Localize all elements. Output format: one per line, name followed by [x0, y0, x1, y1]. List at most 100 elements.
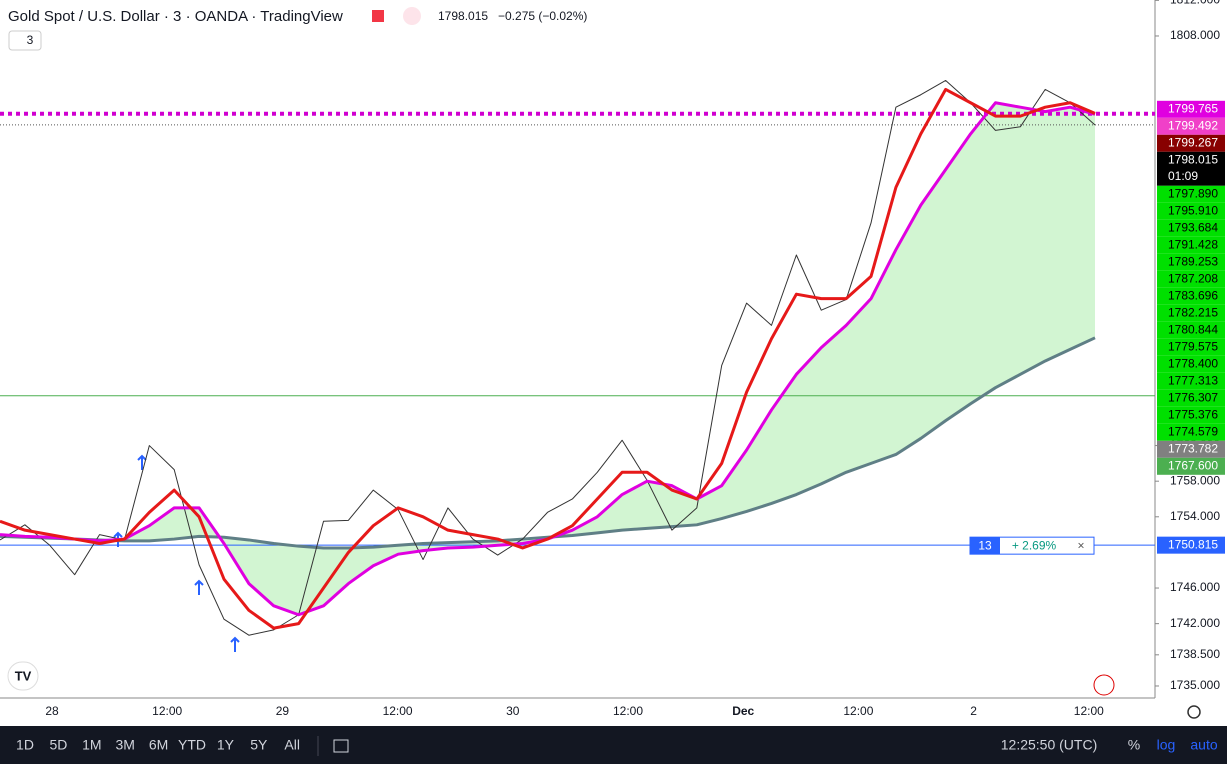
price-tag	[1157, 321, 1225, 339]
settings-icon[interactable]	[1187, 705, 1201, 719]
range-button[interactable]: 1D	[16, 737, 34, 753]
symbol-title: Gold Spot / U.S. Dollar · 3 · OANDA · Tr…	[8, 8, 343, 25]
interval-label: 3	[27, 33, 34, 47]
compare-icon[interactable]	[403, 7, 421, 25]
price-tag-label: 1750.815	[1168, 537, 1218, 551]
range-button[interactable]: 5D	[49, 737, 67, 753]
x-tick-label: 12:00	[152, 704, 182, 718]
bottom-toolbar	[0, 726, 1227, 764]
y-tick-label: 1812.000	[1170, 0, 1220, 7]
x-tick-label: 12:00	[1074, 704, 1104, 718]
price-tag	[1157, 423, 1225, 441]
price-tag	[1157, 536, 1225, 554]
price-tag	[1157, 185, 1225, 203]
price-tag-label: 1793.684	[1168, 220, 1218, 234]
price-tag	[1157, 440, 1225, 458]
y-tick-label: 1758.000	[1170, 473, 1220, 487]
x-tick-label: 12:00	[383, 704, 413, 718]
y-tick-label: 1742.000	[1170, 616, 1220, 630]
x-tick-label: 30	[506, 704, 520, 718]
x-tick-label: 2	[970, 704, 977, 718]
price-tag-label: 1767.600	[1168, 458, 1218, 472]
price-tag-label: 1775.376	[1168, 407, 1218, 421]
price-tag-label: 1783.696	[1168, 288, 1218, 302]
y-tick-label: 1808.000	[1170, 28, 1220, 42]
price-tag	[1157, 389, 1225, 407]
price-tag-label: 1778.400	[1168, 356, 1218, 370]
price-tag	[1157, 100, 1225, 118]
date-range-icon[interactable]	[333, 739, 349, 753]
price-tag	[1157, 270, 1225, 288]
x-tick-label: Dec	[732, 704, 754, 718]
range-button[interactable]: All	[284, 737, 300, 753]
y-tick-label: 1735.000	[1170, 678, 1220, 692]
flag-icon[interactable]	[372, 10, 384, 22]
last-price: 1798.015	[438, 9, 488, 23]
interval-button[interactable]	[8, 30, 42, 51]
price-tag-label: 1798.015	[1168, 152, 1218, 166]
auto-toggle[interactable]: auto	[1190, 737, 1217, 753]
price-tag-label: 1797.890	[1168, 186, 1218, 200]
price-tag-label: 1799.492	[1168, 118, 1218, 132]
position-change: + 2.69%	[1012, 538, 1057, 552]
x-tick-label: 28	[45, 704, 59, 718]
series-line	[0, 87, 1096, 630]
position-close[interactable]: ×	[1077, 538, 1084, 552]
price-tag	[1157, 406, 1225, 424]
percent-toggle[interactable]: %	[1128, 737, 1140, 753]
y-tick-label: 1738.500	[1170, 647, 1220, 661]
price-tag	[1157, 457, 1225, 475]
price-tag	[1157, 304, 1225, 322]
price-tag	[1157, 287, 1225, 305]
signal-arrows	[113, 454, 240, 652]
price-tag-label: 1774.579	[1168, 424, 1218, 438]
y-tick-label: 1746.000	[1170, 580, 1220, 594]
range-button[interactable]: 5Y	[250, 737, 268, 753]
range-button[interactable]: 3M	[115, 737, 134, 753]
series-line	[0, 79, 1096, 636]
range-button[interactable]: 6M	[149, 737, 168, 753]
range-button[interactable]: 1Y	[217, 737, 235, 753]
price-tag	[1157, 202, 1225, 220]
ma-ribbon	[0, 102, 1095, 615]
price-tag-countdown: 01:09	[1168, 169, 1198, 183]
price-tag-label: 1791.428	[1168, 237, 1218, 251]
log-toggle[interactable]: log	[1157, 737, 1176, 753]
range-button[interactable]: 1M	[82, 737, 101, 753]
price-tag-label: 1779.575	[1168, 339, 1218, 353]
price-tag-label: 1777.313	[1168, 373, 1218, 387]
price-tag-label: 1799.765	[1168, 101, 1218, 115]
price-tag	[1157, 151, 1225, 186]
price-tag-label: 1799.267	[1168, 135, 1218, 149]
y-tick-label: 1754.000	[1170, 509, 1220, 523]
logo[interactable]	[7, 661, 39, 691]
x-tick-label: 12:00	[613, 704, 643, 718]
price-tag	[1157, 253, 1225, 271]
price-tag-label: 1789.253	[1168, 254, 1218, 268]
price-tag-label: 1782.215	[1168, 305, 1218, 319]
price-tag	[1157, 134, 1225, 152]
price-tag	[1157, 338, 1225, 356]
position-id-bg	[970, 537, 1000, 555]
price-tag	[1157, 236, 1225, 254]
price-change: −0.275 (−0.02%)	[498, 9, 587, 23]
price-tag-label: 1773.782	[1168, 441, 1218, 455]
price-tag	[1157, 219, 1225, 237]
logo-mark: TV	[15, 668, 32, 683]
price-tag-label: 1787.208	[1168, 271, 1218, 285]
price-tag-label: 1776.307	[1168, 390, 1218, 404]
price-tag	[1157, 355, 1225, 373]
price-tag-label: 1780.844	[1168, 322, 1218, 336]
series-line	[0, 336, 1096, 550]
range-button[interactable]: YTD	[178, 737, 206, 753]
x-tick-label: 29	[276, 704, 290, 718]
clock: 12:25:50 (UTC)	[1001, 737, 1097, 753]
price-tag	[1157, 117, 1225, 135]
events-icon[interactable]	[1093, 674, 1115, 696]
price-tag-label: 1795.910	[1168, 203, 1218, 217]
x-tick-label: 12:00	[843, 704, 873, 718]
position-id: 13	[978, 538, 992, 552]
price-tag	[1157, 372, 1225, 390]
